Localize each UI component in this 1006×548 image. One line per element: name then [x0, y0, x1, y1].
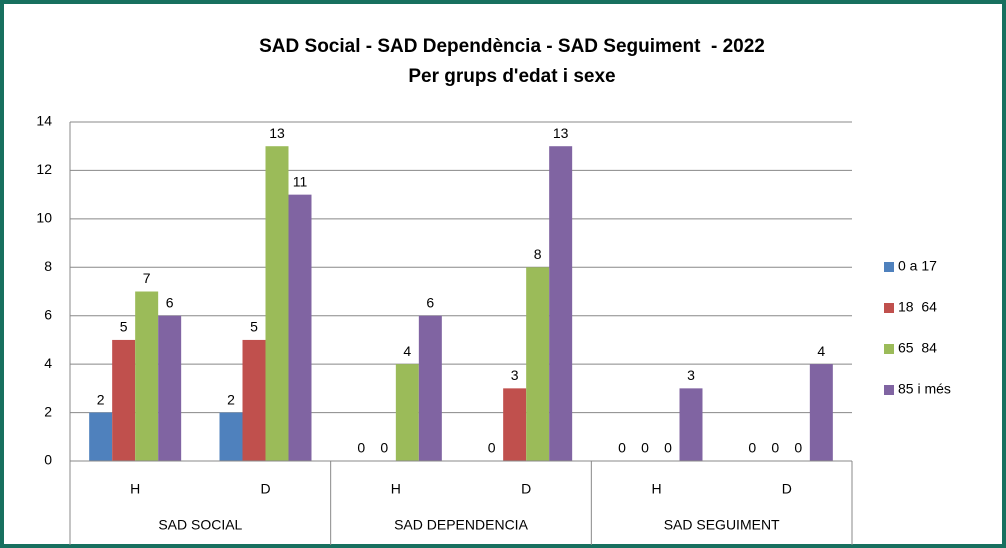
bar [679, 388, 703, 461]
y-tick-label: 10 [36, 210, 52, 226]
bar [158, 315, 182, 461]
data-label: 0 [618, 440, 626, 456]
bar [418, 315, 442, 461]
data-label: 8 [534, 246, 542, 262]
data-label: 0 [664, 440, 672, 456]
data-label: 3 [687, 367, 695, 383]
bar [503, 388, 527, 461]
data-label: 7 [143, 270, 151, 286]
x-tick-label: D [782, 481, 792, 497]
y-tick-label: 4 [44, 355, 52, 371]
data-label: 0 [794, 440, 802, 456]
x-tick-label: H [391, 481, 401, 497]
data-label: 6 [426, 294, 434, 310]
x-tick-label: D [521, 481, 531, 497]
group-label: SAD DEPENDENCIA [394, 517, 528, 533]
data-label: 0 [380, 440, 388, 456]
data-label: 0 [748, 440, 756, 456]
data-label: 4 [403, 343, 411, 359]
data-label: 13 [553, 125, 569, 141]
bar [288, 194, 312, 461]
legend-swatch [884, 262, 894, 272]
legend-swatch [884, 303, 894, 313]
legend-label: 65 84 [898, 340, 937, 356]
group-label: SAD SOCIAL [158, 517, 242, 533]
bar [135, 291, 159, 461]
legend-swatch [884, 385, 894, 395]
data-label: 0 [357, 440, 365, 456]
bar [549, 146, 573, 461]
bar [242, 339, 266, 461]
data-label: 3 [511, 367, 519, 383]
x-tick-label: H [130, 481, 140, 497]
chart-title: SAD Social - SAD Dependència - SAD Segui… [259, 36, 765, 57]
legend-label: 85 i més [898, 381, 951, 397]
data-label: 0 [641, 440, 649, 456]
y-tick-label: 12 [36, 161, 52, 177]
y-tick-label: 6 [44, 306, 52, 322]
y-tick-label: 2 [44, 403, 52, 419]
bar [219, 412, 243, 461]
data-label: 4 [817, 343, 825, 359]
y-tick-label: 8 [44, 258, 52, 274]
group-label: SAD SEGUIMENT [664, 517, 780, 533]
data-label: 11 [293, 173, 308, 189]
data-label: 13 [269, 125, 285, 141]
x-tick-label: D [260, 481, 270, 497]
data-label: 2 [97, 391, 105, 407]
bar [265, 146, 289, 461]
y-tick-label: 14 [36, 113, 52, 129]
x-tick-label: H [651, 481, 661, 497]
bar [395, 364, 419, 461]
data-label: 0 [771, 440, 779, 456]
data-label: 0 [488, 440, 496, 456]
data-label: 2 [227, 391, 235, 407]
y-tick-label: 0 [44, 452, 52, 468]
data-label: 5 [120, 319, 128, 335]
bar [89, 412, 113, 461]
data-label: 5 [250, 319, 258, 335]
bar [112, 339, 136, 461]
data-label: 6 [166, 294, 174, 310]
legend-swatch [884, 344, 894, 354]
chart-subtitle: Per grups d'edat i sexe [408, 66, 615, 87]
legend-label: 18 64 [898, 299, 937, 315]
bar [526, 267, 550, 461]
bar [809, 364, 833, 461]
legend-label: 0 a 17 [898, 258, 937, 274]
